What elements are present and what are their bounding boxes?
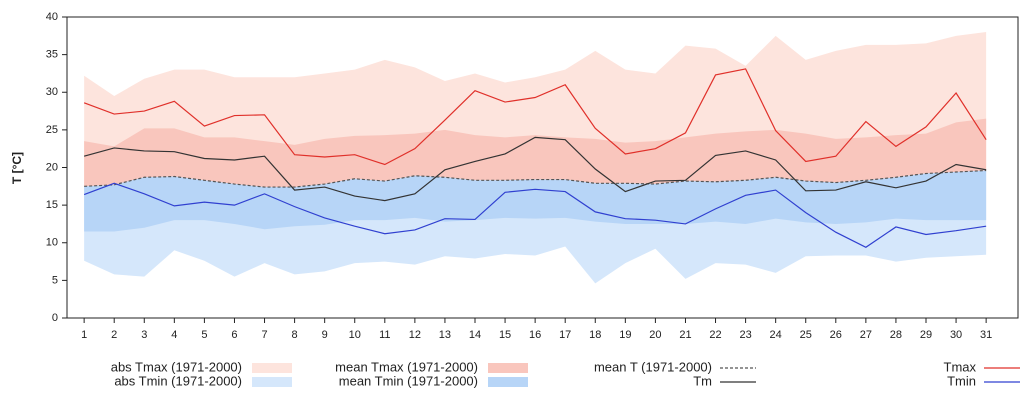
x-tick-label: 31 bbox=[980, 329, 992, 341]
x-tick-label: 18 bbox=[589, 329, 601, 341]
x-tick-label: 30 bbox=[950, 329, 962, 341]
x-tick-label: 20 bbox=[649, 329, 661, 341]
legend-label: Tm bbox=[693, 373, 712, 388]
x-tick-label: 8 bbox=[292, 329, 298, 341]
x-tick-label: 24 bbox=[770, 329, 782, 341]
legend-swatch bbox=[252, 377, 292, 387]
legend-label: abs Tmin (1971-2000) bbox=[114, 373, 242, 388]
y-tick-label: 0 bbox=[52, 312, 58, 324]
legend-label: Tmin bbox=[947, 373, 976, 388]
mean-line bbox=[84, 169, 987, 188]
series-line bbox=[83, 68, 987, 166]
x-tick-label: 11 bbox=[379, 329, 390, 341]
y-tick-label: 10 bbox=[46, 237, 58, 249]
legend-label: mean Tmax (1971-2000) bbox=[335, 359, 478, 374]
x-tick-label: 19 bbox=[619, 329, 631, 341]
y-tick-label: 15 bbox=[46, 199, 58, 211]
series-line bbox=[83, 136, 987, 202]
x-tick-label: 13 bbox=[439, 329, 451, 341]
legend-label: mean T (1971-2000) bbox=[594, 359, 712, 374]
legend-swatch bbox=[488, 377, 528, 387]
x-tick-label: 28 bbox=[890, 329, 902, 341]
x-tick-label: 14 bbox=[469, 329, 481, 341]
x-tick-label: 25 bbox=[800, 329, 812, 341]
y-tick-label: 35 bbox=[46, 49, 58, 61]
y-tick-label: 20 bbox=[46, 161, 58, 173]
x-tick-label: 9 bbox=[322, 329, 328, 341]
x-tick-label: 10 bbox=[349, 329, 361, 341]
y-tick-label: 25 bbox=[46, 124, 58, 136]
legend-label: mean Tmin (1971-2000) bbox=[339, 373, 478, 388]
x-tick-label: 23 bbox=[739, 329, 751, 341]
x-tick-label: 27 bbox=[860, 329, 872, 341]
x-tick-label: 15 bbox=[499, 329, 511, 341]
legend-swatch bbox=[488, 363, 528, 373]
x-tick-label: 16 bbox=[529, 329, 541, 341]
legend-label: abs Tmax (1971-2000) bbox=[111, 359, 242, 374]
x-tick-label: 12 bbox=[409, 329, 421, 341]
x-tick-label: 1 bbox=[81, 329, 87, 341]
legend-swatch bbox=[252, 363, 292, 373]
x-tick-label: 7 bbox=[261, 329, 267, 341]
y-tick-label: 40 bbox=[46, 11, 58, 23]
band-area bbox=[84, 118, 987, 188]
y-tick-label: 5 bbox=[52, 274, 58, 286]
x-tick-label: 4 bbox=[171, 329, 177, 341]
x-tick-label: 5 bbox=[201, 329, 207, 341]
x-tick-label: 17 bbox=[559, 329, 571, 341]
y-axis-label: T [°C] bbox=[10, 152, 24, 184]
x-tick-label: 6 bbox=[231, 329, 237, 341]
x-tick-label: 22 bbox=[709, 329, 721, 341]
x-tick-label: 21 bbox=[679, 329, 691, 341]
x-tick-label: 2 bbox=[111, 329, 117, 341]
x-tick-label: 26 bbox=[830, 329, 842, 341]
series-line bbox=[83, 182, 987, 248]
x-tick-label: 29 bbox=[920, 329, 932, 341]
x-tick-label: 3 bbox=[141, 329, 147, 341]
legend-label: Tmax bbox=[944, 359, 977, 374]
y-tick-label: 30 bbox=[46, 86, 58, 98]
